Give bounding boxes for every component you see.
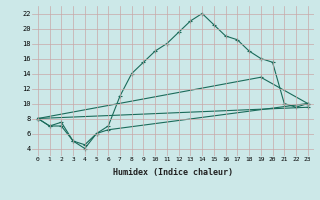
X-axis label: Humidex (Indice chaleur): Humidex (Indice chaleur) [113,168,233,177]
